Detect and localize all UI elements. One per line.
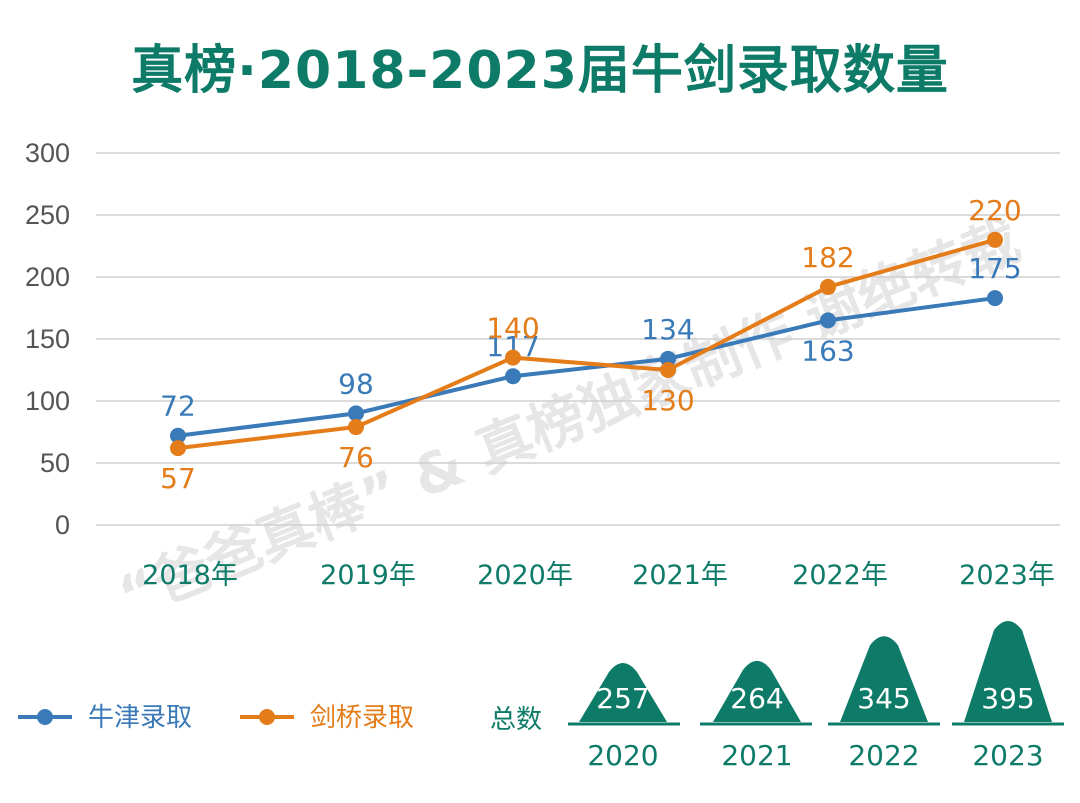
- data-point: [987, 231, 1003, 248]
- data-point: [170, 427, 186, 444]
- totals-label: 总数: [490, 705, 542, 735]
- data-point: [505, 349, 521, 366]
- legend-label: 剑桥录取: [310, 703, 414, 733]
- x-tick-label: 2018年: [142, 560, 238, 591]
- data-label: 72: [160, 390, 196, 423]
- data-label: 140: [486, 312, 539, 345]
- total-value: 264: [730, 682, 783, 715]
- data-point: [820, 312, 836, 329]
- data-label: 57: [160, 462, 196, 495]
- total-year: 2021: [721, 739, 792, 772]
- data-point: [348, 405, 364, 422]
- total-peak: [713, 660, 801, 722]
- data-label: 98: [338, 367, 374, 400]
- data-point: [348, 419, 364, 436]
- total-value: 345: [857, 682, 910, 715]
- total-peak: [579, 663, 667, 722]
- data-label: 163: [801, 334, 854, 367]
- data-label: 220: [968, 194, 1021, 227]
- data-point: [820, 278, 836, 295]
- gridlines: [96, 152, 1060, 526]
- legend-marker: [37, 709, 53, 725]
- x-tick-label: 2021年: [632, 560, 728, 591]
- y-tick-label: 300: [25, 138, 70, 168]
- data-point: [987, 290, 1003, 307]
- legend-label: 牛津录取: [88, 703, 192, 733]
- total-value: 395: [981, 682, 1034, 715]
- x-axis: 2018年 2019年 2020年 2021年 2022年 2023年: [142, 560, 1055, 591]
- chart-title: 真榜·2018-2023届牛剑录取数量: [131, 41, 949, 101]
- y-tick-label: 0: [55, 510, 70, 540]
- x-tick-label: 2023年: [959, 560, 1055, 591]
- data-point: [170, 440, 186, 457]
- legend-marker: [259, 709, 275, 725]
- data-point: [505, 368, 521, 385]
- data-label: 182: [801, 241, 854, 274]
- data-label: 134: [641, 313, 694, 346]
- data-label: 130: [641, 384, 694, 417]
- x-tick-label: 2020年: [477, 560, 573, 591]
- data-point: [660, 362, 676, 378]
- total-peak: [840, 636, 928, 722]
- total-peak: [964, 621, 1052, 722]
- y-axis: 0 50 100 150 200 250 300: [25, 138, 70, 540]
- y-tick-label: 250: [25, 200, 70, 230]
- total-year: 2020: [587, 739, 658, 772]
- y-tick-label: 100: [25, 386, 70, 416]
- total-year: 2023: [972, 739, 1043, 772]
- x-tick-label: 2019年: [320, 560, 416, 591]
- y-tick-label: 200: [25, 262, 70, 292]
- y-tick-label: 50: [40, 448, 70, 478]
- series-line-oxford: [177, 296, 996, 438]
- x-tick-label: 2022年: [792, 560, 888, 591]
- data-point: [660, 350, 676, 367]
- data-label: 175: [968, 252, 1021, 285]
- y-tick-label: 150: [25, 324, 70, 354]
- series-line-cambridge: [177, 237, 996, 451]
- totals-panel: 总数 257 2020 264 2021 345 2022 395 2023: [490, 621, 1064, 772]
- data-label: 76: [338, 441, 374, 474]
- total-value: 257: [596, 682, 649, 715]
- legend: 牛津录取 剑桥录取: [18, 703, 414, 733]
- total-year: 2022: [848, 739, 919, 772]
